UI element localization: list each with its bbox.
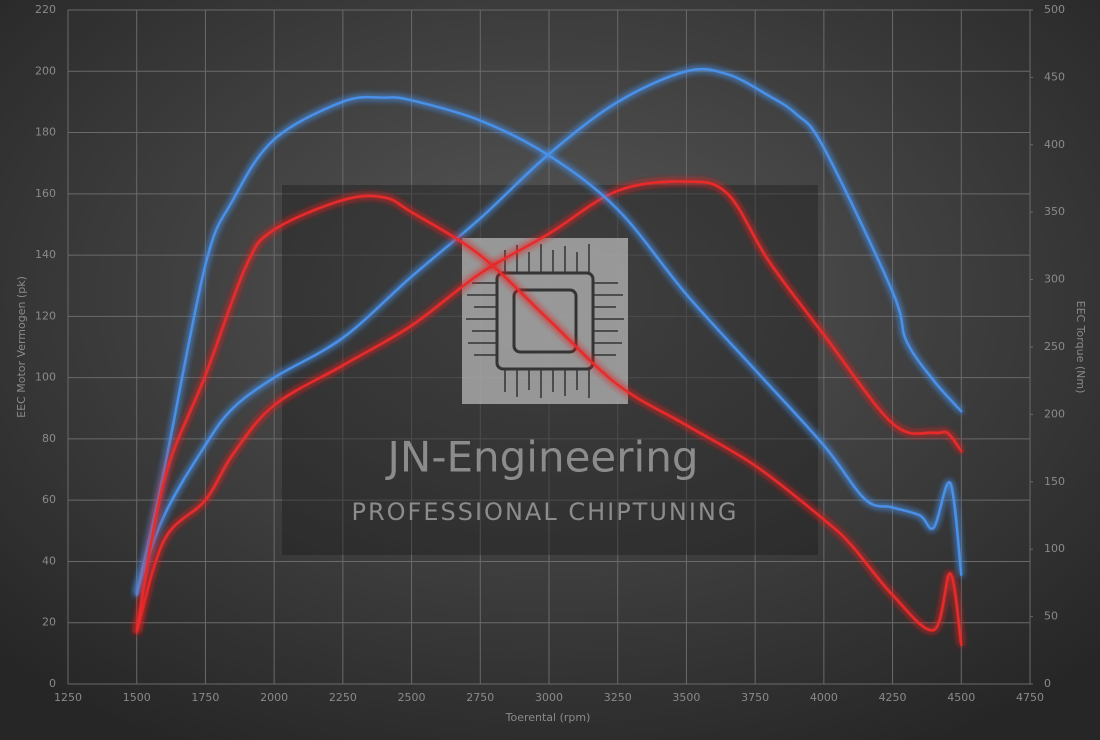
series-line	[135, 67, 963, 594]
x-tick-label: 2000	[260, 691, 288, 704]
y2-tick-label: 100	[1044, 542, 1065, 555]
y-tick-label: 80	[42, 432, 56, 445]
grid	[67, 9, 1031, 685]
x-tick-label: 3250	[604, 691, 632, 704]
y2-tick-label: 300	[1044, 273, 1065, 286]
y-tick-label: 40	[42, 554, 56, 567]
x-axis-label: Toerental (rpm)	[505, 711, 591, 724]
y-tick-label: 0	[49, 677, 56, 690]
y2-axis-label: EEC Torque (Nm)	[1074, 301, 1087, 394]
x-tick-label: 4750	[1016, 691, 1044, 704]
x-tick-label: 1750	[191, 691, 219, 704]
y2-tick-label: 200	[1044, 407, 1065, 420]
y-tick-label: 200	[35, 64, 56, 77]
x-tick-label: 3750	[741, 691, 769, 704]
y2-tick-label: 500	[1044, 3, 1065, 16]
x-tick-label: 4000	[810, 691, 838, 704]
y-tick-label: 160	[35, 187, 56, 200]
y-tick-label: 20	[42, 616, 56, 629]
x-tick-label: 2250	[329, 691, 357, 704]
series-line	[135, 95, 963, 597]
x-tick-label: 3000	[535, 691, 563, 704]
y-tick-label: 140	[35, 248, 56, 261]
y2-tick-label: 250	[1044, 340, 1065, 353]
series-line	[135, 194, 963, 647]
watermark-title: JN-Engineering	[385, 433, 699, 482]
y2-tick-label: 50	[1044, 610, 1058, 623]
y-tick-label: 120	[35, 309, 56, 322]
y-tick-label: 180	[35, 126, 56, 139]
chip-icon	[462, 238, 628, 404]
y2-tick-label: 150	[1044, 475, 1065, 488]
x-tick-label: 4500	[947, 691, 975, 704]
y2-tick-label: 0	[1044, 677, 1051, 690]
y-axis-label: EEC Motor Vermogen (pk)	[15, 276, 28, 418]
y2-tick-label: 350	[1044, 205, 1065, 218]
y2-tick-label: 450	[1044, 70, 1065, 83]
x-tick-label: 4250	[879, 691, 907, 704]
y-tick-label: 220	[35, 3, 56, 16]
x-tick-label: 1250	[54, 691, 82, 704]
y-tick-label: 60	[42, 493, 56, 506]
watermark-subtitle: PROFESSIONAL CHIPTUNING	[352, 498, 739, 526]
x-tick-label: 2500	[398, 691, 426, 704]
x-tick-label: 2750	[466, 691, 494, 704]
y2-tick-label: 400	[1044, 138, 1065, 151]
x-tick-label: 1500	[123, 691, 151, 704]
x-tick-label: 3500	[672, 691, 700, 704]
series-line	[135, 180, 963, 634]
y-tick-label: 100	[35, 371, 56, 384]
